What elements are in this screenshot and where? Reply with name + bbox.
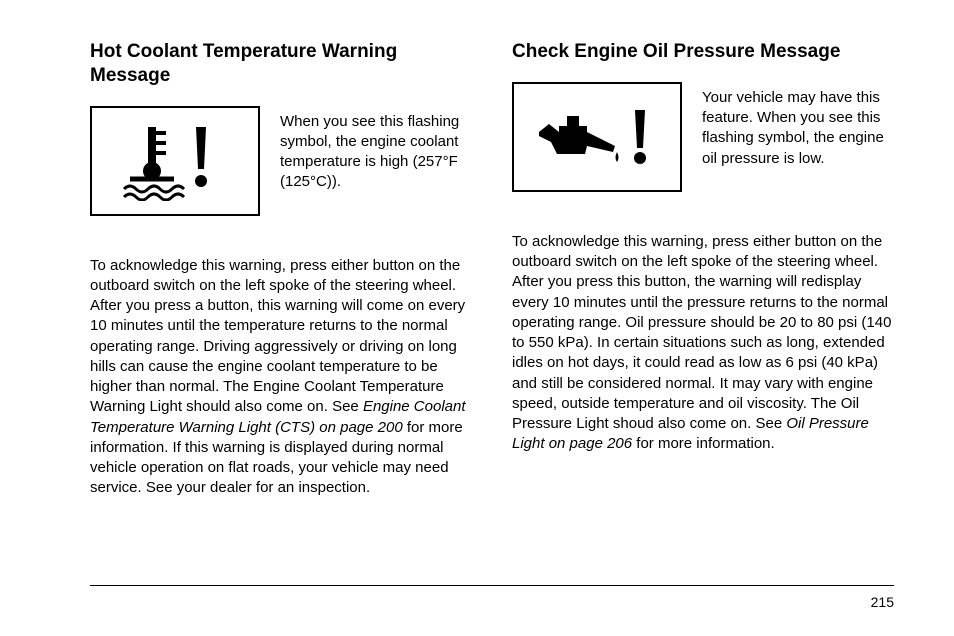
hot-coolant-body: To acknowledge this warning, press eithe… bbox=[90, 256, 472, 499]
page-number: 215 bbox=[871, 594, 894, 610]
coolant-warning-icon bbox=[90, 106, 260, 216]
content-columns: Hot Coolant Temperature Warning Message bbox=[90, 40, 894, 499]
oil-pressure-heading: Check Engine Oil Pressure Message bbox=[512, 40, 894, 64]
body-text-before: To acknowledge this warning, press eithe… bbox=[90, 257, 465, 416]
oil-pressure-icon bbox=[512, 82, 682, 192]
hot-coolant-heading: Hot Coolant Temperature Warning Message bbox=[90, 40, 472, 88]
oil-pressure-body: To acknowledge this warning, press eithe… bbox=[512, 232, 894, 455]
left-column: Hot Coolant Temperature Warning Message bbox=[90, 40, 472, 499]
oil-pressure-icon-row: Your vehicle may have this feature. When… bbox=[512, 82, 894, 192]
hot-coolant-icon-row: When you see this flashing symbol, the e… bbox=[90, 106, 472, 216]
right-column: Check Engine Oil Pressure Message Your v… bbox=[512, 40, 894, 499]
oil-pressure-caption: Your vehicle may have this feature. When… bbox=[702, 82, 894, 169]
body-text-before: To acknowledge this warning, press eithe… bbox=[512, 233, 891, 432]
body-text-after: for more information. bbox=[632, 435, 775, 452]
hot-coolant-caption: When you see this flashing symbol, the e… bbox=[280, 106, 472, 193]
footer-rule bbox=[90, 585, 894, 586]
